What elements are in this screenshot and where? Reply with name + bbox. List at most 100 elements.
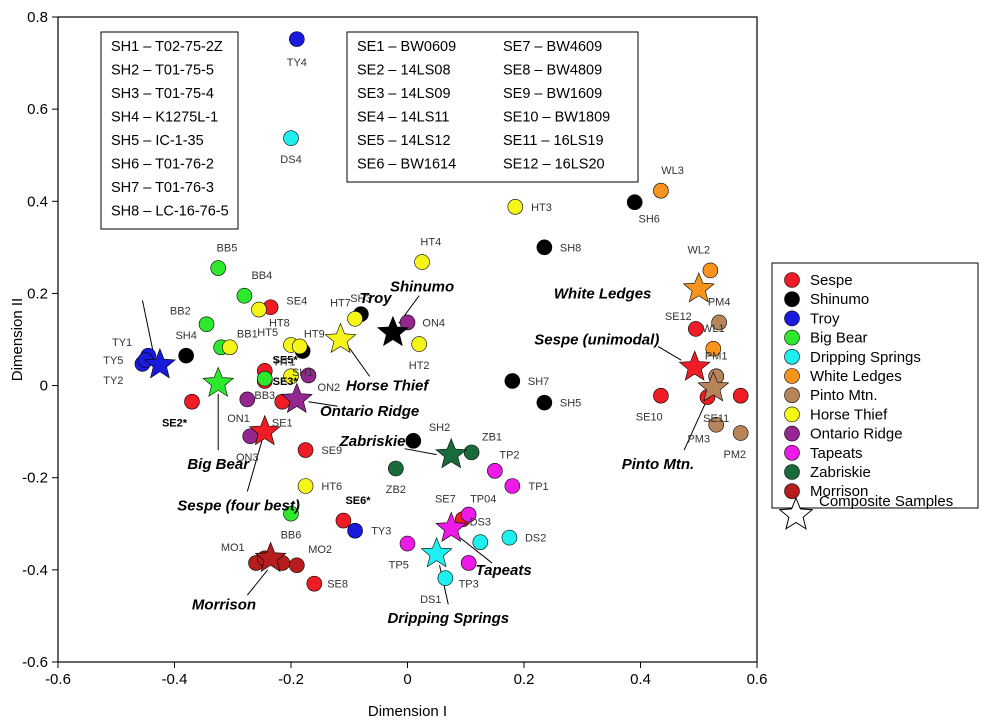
y-tick-label: -0.6 xyxy=(22,654,48,671)
data-point xyxy=(347,310,363,327)
point-label: TP5 xyxy=(389,559,409,571)
point-label: SE4 xyxy=(286,295,307,307)
data-point xyxy=(198,316,215,333)
point-label: WL3 xyxy=(661,165,684,177)
point-label: SE10 xyxy=(636,411,663,423)
se-code-entry: SE4 – 14LS11 xyxy=(357,110,449,126)
legend-entry: Troy xyxy=(810,310,840,327)
y-tick-label: -0.2 xyxy=(22,470,48,487)
legend-entry: Zabriskie xyxy=(810,464,871,481)
point-label: MO2 xyxy=(308,544,332,556)
data-point xyxy=(472,534,489,551)
x-tick-label: 0.6 xyxy=(747,671,768,688)
composite-leader-line xyxy=(459,537,493,564)
point-label: WL2 xyxy=(687,245,710,257)
point-label: TP3 xyxy=(459,579,479,591)
legend-marker xyxy=(784,483,800,500)
y-tick-label: 0.4 xyxy=(27,193,48,210)
data-point xyxy=(702,262,719,279)
data-point xyxy=(463,444,480,461)
composite-label: Morrison xyxy=(192,596,256,613)
composite-star xyxy=(697,371,730,402)
point-label: TY1 xyxy=(112,337,132,349)
data-point xyxy=(507,199,524,215)
legend-entry: Ontario Ridge xyxy=(810,426,903,443)
point-label: TY3 xyxy=(371,526,391,538)
se-code-entry: SE11 – 16LS19 xyxy=(503,133,604,149)
x-tick-label: 0 xyxy=(403,671,411,688)
sh-code-entry: SH3 – T01-75-4 xyxy=(111,86,214,102)
data-points xyxy=(134,31,749,592)
composite-label: Horse Thief xyxy=(346,378,431,395)
composite-leader-line xyxy=(308,401,338,407)
point-label: SE5* xyxy=(273,354,299,366)
se-code-entry: SE9 – BW1609 xyxy=(503,86,602,102)
legend-marker xyxy=(784,425,800,442)
point-label: BB1 xyxy=(237,329,258,341)
sh-code-entry: SH8 – LC-16-76-5 xyxy=(111,204,229,220)
point-label: SE7 xyxy=(435,493,456,505)
point-label: BB2 xyxy=(170,305,191,317)
point-label: ON1 xyxy=(227,413,250,425)
point-label: PM1 xyxy=(705,351,728,363)
composite-label: Troy xyxy=(359,290,392,307)
composite-star xyxy=(324,322,357,354)
point-label: ZB2 xyxy=(386,484,406,496)
legend-marker xyxy=(784,387,800,404)
data-point xyxy=(732,387,749,404)
data-point xyxy=(414,254,430,270)
data-point xyxy=(283,130,299,146)
point-label: ZB1 xyxy=(482,431,502,443)
y-tick-label: 0.6 xyxy=(27,101,48,118)
data-point xyxy=(411,336,427,352)
composite-label: Ontario Ridge xyxy=(320,403,419,420)
se-code-entry: SE8 – BW4809 xyxy=(503,63,602,79)
point-label: PM3 xyxy=(687,434,710,446)
point-label: HT9 xyxy=(304,329,325,341)
composite-star xyxy=(435,437,468,469)
data-point xyxy=(239,391,256,408)
data-point xyxy=(236,287,253,304)
point-label: SE8 xyxy=(327,579,348,591)
data-point xyxy=(536,239,553,256)
data-point xyxy=(732,425,749,441)
x-tick-label: -0.2 xyxy=(278,671,304,688)
data-point xyxy=(297,478,314,494)
point-label: WL1 xyxy=(702,323,725,335)
data-point xyxy=(504,373,521,389)
data-point xyxy=(437,570,454,586)
code-boxes: SH1 – T02-75-2Z SH2 – T01-75-5 SH3 – T01-7… xyxy=(100,31,639,230)
composite-star xyxy=(682,271,715,303)
legend-entry: Dripping Springs xyxy=(810,349,921,366)
se-code-entry: SE5 – 14LS12 xyxy=(357,133,451,149)
legend-entry: Sespe xyxy=(810,272,853,289)
data-point xyxy=(536,394,553,411)
composite-star xyxy=(376,315,409,347)
data-point xyxy=(283,368,299,385)
legend-composite-star xyxy=(778,496,814,530)
point-label: SH1 xyxy=(292,367,313,379)
point-label: TP1 xyxy=(528,481,548,493)
data-point xyxy=(184,393,200,410)
data-point xyxy=(291,338,308,355)
composite-star xyxy=(678,350,711,381)
data-point xyxy=(711,314,727,331)
point-label: BB4 xyxy=(251,270,272,282)
point-label: DS4 xyxy=(280,154,301,166)
data-point xyxy=(388,460,404,477)
data-point xyxy=(460,555,477,571)
point-label: SH8 xyxy=(560,242,581,254)
point-label: SH6 xyxy=(639,213,660,225)
point-label: SH2 xyxy=(429,422,450,434)
data-point xyxy=(297,442,314,458)
point-label: HT2 xyxy=(409,360,430,372)
composite-leader-line xyxy=(246,569,269,596)
se-code-entry: SE7 – BW4609 xyxy=(503,39,602,55)
data-point xyxy=(688,321,704,337)
point-label: ON3 xyxy=(236,452,259,464)
point-label: SH5 xyxy=(560,398,581,410)
point-label: HT8 xyxy=(269,317,290,329)
point-label: SE9 xyxy=(321,445,342,457)
point-label: BB5 xyxy=(217,242,238,254)
